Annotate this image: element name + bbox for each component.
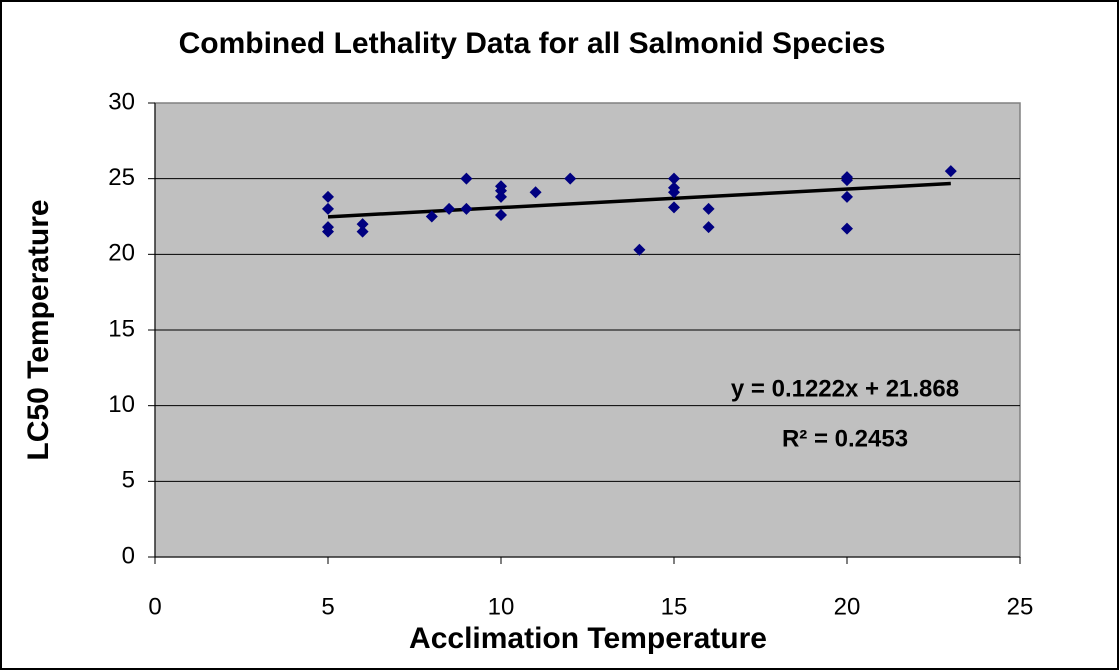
y-tick-label: 0: [122, 542, 135, 569]
x-tick-label: 20: [834, 593, 861, 620]
point: [460, 172, 473, 185]
y-tick-label: 5: [122, 467, 135, 494]
point: [460, 202, 473, 215]
point: [529, 186, 542, 199]
point: [944, 165, 957, 178]
point: [668, 186, 680, 199]
point: [495, 190, 507, 203]
point: [495, 184, 507, 197]
trendline-equation: y = 0.1222x + 21.868: [731, 375, 959, 402]
point: [702, 202, 715, 215]
point: [356, 225, 369, 238]
point: [322, 190, 334, 203]
r-squared: R² = 0.2453: [782, 425, 908, 452]
x-axis-title: Acclimation Temperature: [409, 622, 767, 655]
point: [322, 225, 334, 238]
point: [633, 243, 646, 256]
point: [668, 172, 680, 185]
point: [443, 202, 456, 215]
x-tick-label: 15: [661, 593, 688, 620]
point: [841, 190, 853, 203]
point: [841, 174, 853, 187]
point: [356, 218, 369, 231]
point: [425, 210, 438, 223]
y-tick-label: 30: [108, 88, 135, 115]
y-axis-title: LC50 Temperature: [22, 199, 55, 460]
point: [702, 221, 715, 234]
chart-title: Combined Lethality Data for all Salmonid…: [179, 27, 886, 60]
y-tick-label: 20: [108, 240, 135, 267]
x-tick-label: 25: [1007, 593, 1034, 620]
point: [495, 208, 507, 221]
point: [841, 222, 853, 235]
y-tick-label: 10: [108, 391, 135, 418]
x-tick-label: 10: [488, 593, 515, 620]
y-tick-label: 15: [108, 315, 135, 342]
y-tick-label: 25: [108, 164, 135, 191]
x-tick-label: 5: [321, 593, 334, 620]
point: [668, 201, 680, 214]
point: [564, 172, 577, 185]
x-tick-label: 0: [148, 593, 161, 620]
point: [322, 202, 334, 215]
